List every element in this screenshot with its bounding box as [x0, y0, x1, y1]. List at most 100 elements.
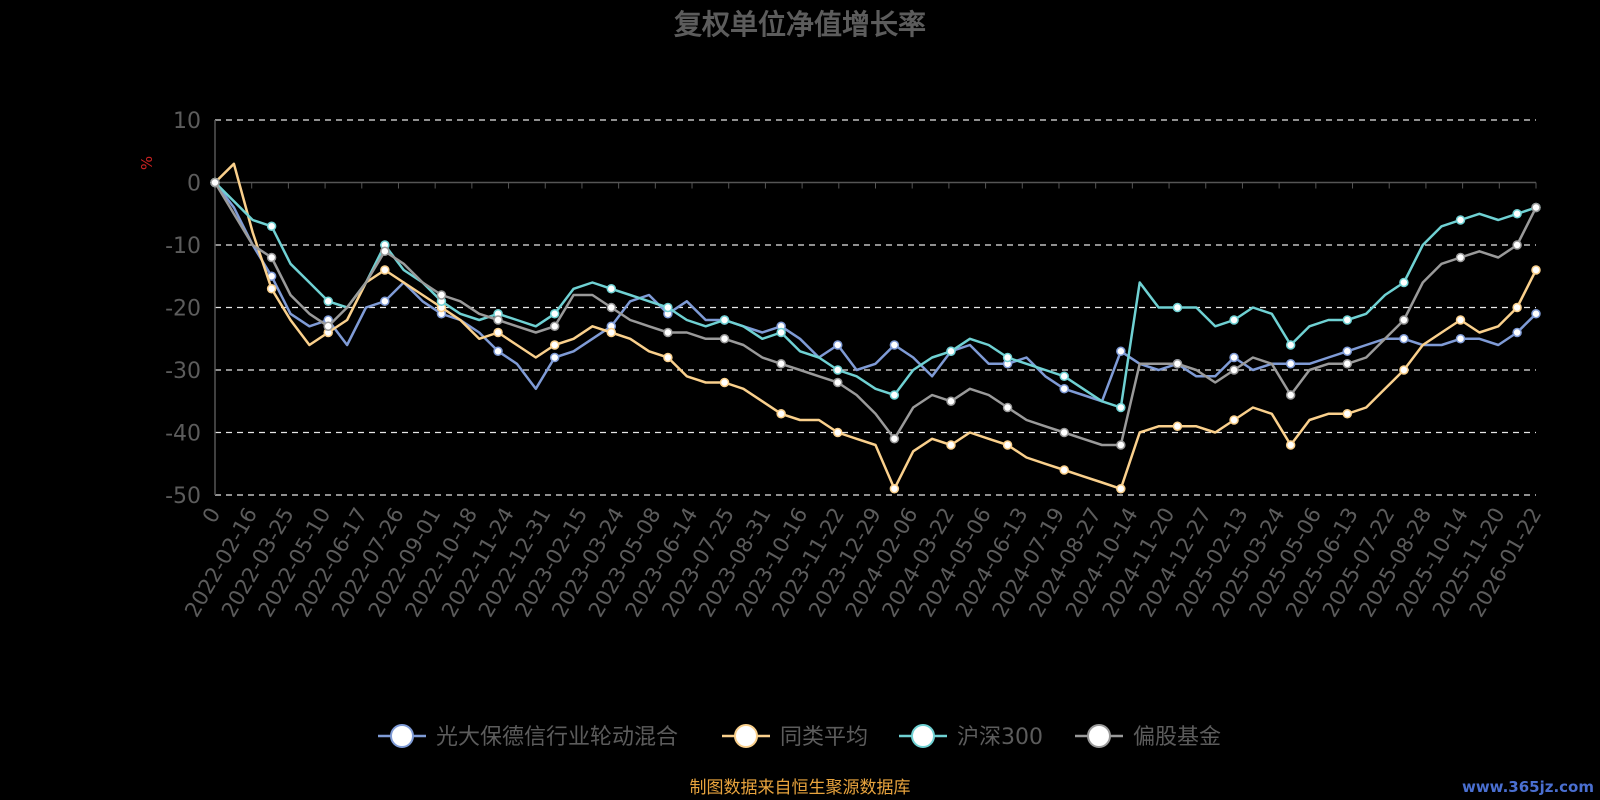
x-tick-label: 0 [198, 504, 225, 528]
data-point [719, 334, 730, 344]
series-line [214, 162, 1538, 491]
data-point [833, 365, 843, 375]
data-point [946, 346, 956, 356]
data-point [889, 340, 900, 350]
data-point [1531, 309, 1541, 319]
data-point [549, 340, 560, 350]
legend-marker [734, 724, 758, 748]
y-tick-label: -10 [165, 234, 201, 259]
data-point [1002, 352, 1013, 363]
series-line [213, 181, 1538, 447]
data-point [266, 252, 277, 263]
data-point [1059, 384, 1069, 394]
data-point [1116, 402, 1126, 413]
series-lines [210, 162, 1541, 494]
legend-marker [911, 724, 935, 748]
legend-item[interactable]: 沪深300 [899, 724, 1043, 750]
series-line [214, 181, 1537, 409]
data-point [1399, 334, 1409, 344]
data-point [1059, 371, 1069, 381]
data-point [1399, 277, 1409, 288]
data-point [210, 177, 220, 188]
data-point [266, 221, 277, 231]
data-point [1512, 302, 1522, 313]
data-point [776, 409, 786, 419]
data-point [606, 302, 617, 313]
data-point [1342, 315, 1353, 325]
data-point [1172, 359, 1183, 369]
data-point [1399, 315, 1409, 325]
data-point [1455, 215, 1466, 225]
data-source-note: 制图数据来自恒生聚源数据库 [690, 778, 911, 798]
data-point [606, 284, 617, 294]
legend-marker [390, 724, 414, 748]
data-point [1116, 346, 1126, 356]
data-point [380, 246, 390, 256]
data-point [1116, 440, 1126, 450]
y-axis-unit: % [138, 156, 156, 170]
data-point [1399, 365, 1409, 375]
data-point [663, 302, 673, 313]
chart-title: 复权单位净值增长率 [674, 8, 926, 41]
legend-marker [1087, 724, 1111, 748]
y-tick-label: -40 [165, 422, 201, 447]
data-point [1512, 209, 1522, 219]
data-point [663, 352, 673, 363]
legend-label: 沪深300 [957, 725, 1043, 750]
data-point [436, 290, 447, 300]
data-point [1455, 315, 1466, 325]
data-point [1229, 365, 1239, 375]
data-point [493, 315, 503, 325]
legend-label: 光大保德信行业轮动混合 [436, 725, 678, 750]
data-point [1531, 202, 1541, 213]
data-point [606, 327, 617, 338]
data-point [776, 359, 786, 369]
y-tick-label: -30 [165, 359, 201, 384]
data-point [946, 396, 956, 406]
series-group [210, 177, 1541, 450]
data-point [1059, 427, 1069, 438]
data-point [549, 309, 560, 319]
data-point [1512, 240, 1522, 250]
series-group [210, 177, 1541, 403]
series-line [214, 181, 1537, 403]
data-point [1002, 440, 1013, 450]
data-point [1229, 315, 1239, 325]
data-point [1342, 346, 1353, 356]
data-point [1531, 265, 1541, 275]
data-point [889, 484, 900, 494]
legend-label: 偏股基金 [1133, 725, 1221, 750]
data-point [380, 265, 390, 275]
series-group [210, 177, 1541, 413]
data-point [1229, 352, 1239, 363]
data-point [380, 296, 390, 306]
legend-item[interactable]: 同类平均 [722, 724, 868, 750]
data-point [946, 440, 956, 450]
data-point [889, 390, 900, 400]
data-point [833, 427, 843, 438]
data-point [1059, 465, 1069, 475]
data-point [266, 284, 277, 294]
data-point [1342, 359, 1353, 369]
y-tick-labels: 10 0 -10 -20 -30 -40 -50 [165, 109, 201, 509]
data-point [1455, 334, 1466, 344]
y-tick-label: -20 [165, 297, 201, 322]
data-point [1342, 409, 1353, 419]
data-point [776, 327, 786, 338]
data-point [1229, 415, 1239, 425]
data-point [323, 321, 333, 331]
legend-label: 同类平均 [780, 725, 868, 750]
data-point [1285, 340, 1296, 350]
data-point [1116, 484, 1126, 494]
data-point [493, 327, 503, 338]
legend-item[interactable]: 偏股基金 [1075, 724, 1221, 750]
data-point [1455, 252, 1466, 263]
data-point [1512, 327, 1522, 338]
data-point [719, 377, 730, 388]
data-point [549, 321, 560, 331]
data-point [493, 346, 503, 356]
watermark: www.365jz.com [1461, 778, 1594, 796]
data-point [1002, 402, 1013, 413]
legend-item[interactable]: 光大保德信行业轮动混合 [378, 724, 678, 750]
legend[interactable]: 光大保德信行业轮动混合 同类平均 沪深300 偏股基金 [378, 724, 1221, 750]
